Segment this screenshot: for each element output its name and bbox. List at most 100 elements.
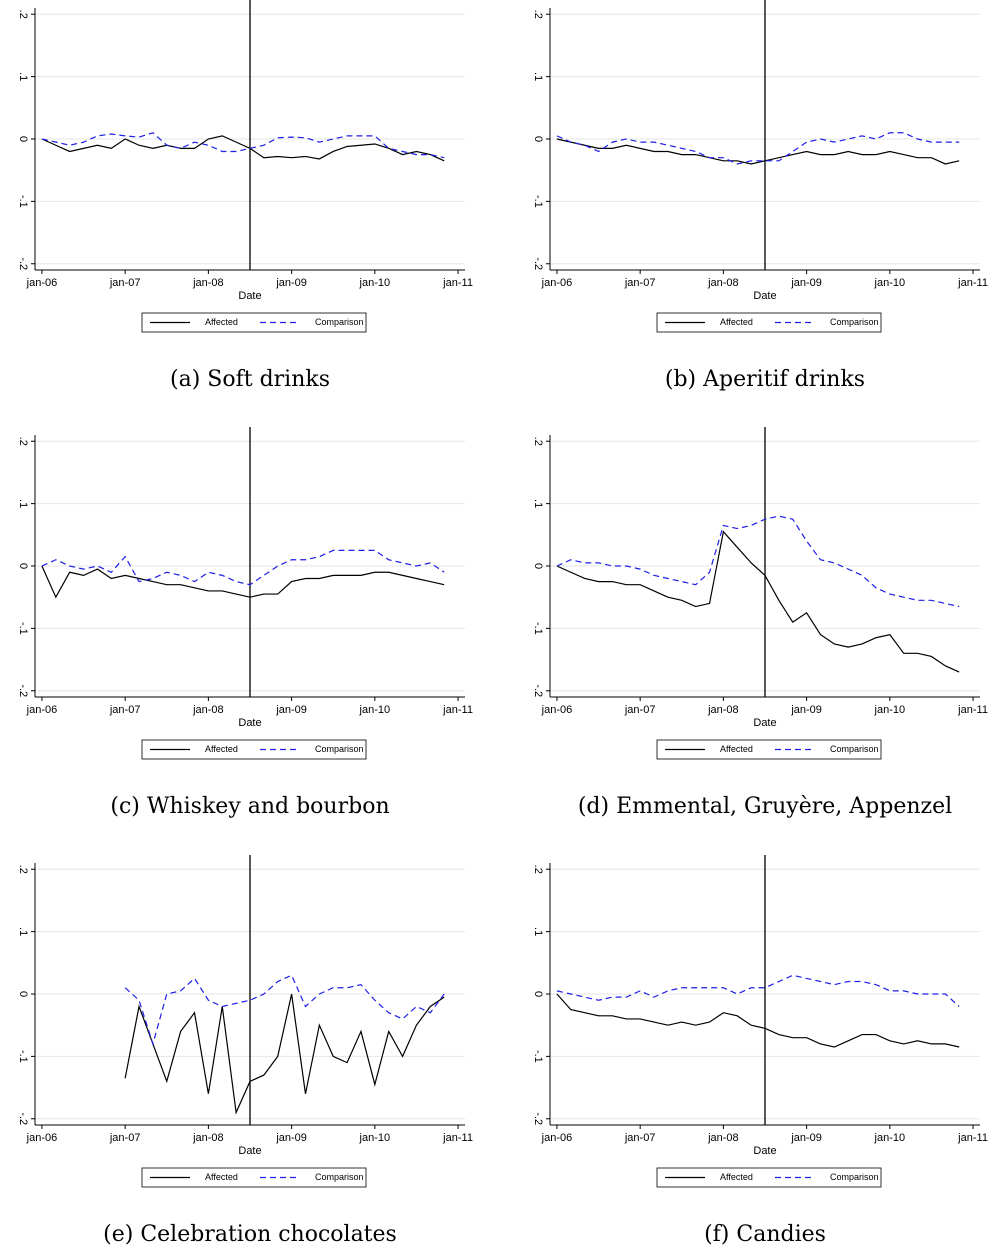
y-tick-label: 0 [17, 991, 29, 997]
y-tick-label: -.1 [17, 1050, 29, 1063]
x-tick-label: jan-09 [790, 704, 822, 716]
y-tick-label: .1 [17, 499, 29, 508]
y-tick-label: .2 [532, 10, 544, 19]
legend-label: Affected [720, 1172, 753, 1182]
legend-label: Comparison [315, 317, 364, 327]
y-tick-label: -.2 [17, 1112, 29, 1125]
panel: -.2 -.1 0 .1 .2 jan-06 jan-07 jan-08 jan-09 jan-1… [17, 0, 473, 392]
x-tick-label: jan-11 [957, 277, 988, 289]
x-tick-label: jan-11 [442, 1132, 473, 1144]
legend-label: Comparison [830, 317, 879, 327]
x-axis-title: Date [753, 290, 776, 302]
x-tick-label: jan-09 [275, 704, 307, 716]
panel: -.2 -.1 0 .1 .2 jan-06 jan-07 jan-08 jan-09 jan-1… [532, 427, 988, 819]
x-tick-label: jan-07 [109, 277, 141, 289]
caption: (b) Aperitif drinks [665, 367, 865, 392]
y-tick-label: .1 [17, 927, 29, 936]
x-tick-label: jan-10 [874, 277, 906, 289]
x-tick-label: jan-08 [707, 277, 739, 289]
legend-label: Affected [720, 744, 753, 754]
series-line [41, 132, 445, 159]
x-axis-title: Date [238, 717, 261, 729]
y-tick-label: .2 [17, 437, 29, 446]
legend-label: Affected [205, 1172, 238, 1182]
y-tick-label: .1 [17, 72, 29, 81]
x-tick-label: jan-06 [26, 277, 58, 289]
legend-box [141, 312, 367, 333]
x-tick-label: jan-11 [442, 704, 473, 716]
y-tick-label: .1 [532, 72, 544, 81]
x-tick-label: jan-07 [624, 277, 656, 289]
legend-box [656, 1167, 882, 1188]
x-tick-label: jan-10 [359, 1132, 391, 1144]
x-tick-label: jan-08 [707, 704, 739, 716]
y-tick-label: 0 [532, 136, 544, 142]
panel: -.2 -.1 0 .1 .2 jan-06 jan-07 jan-08 jan-09 jan-1… [532, 855, 988, 1247]
x-axis-title: Date [238, 290, 261, 302]
x-tick-label: jan-08 [707, 1132, 739, 1144]
x-tick-label: jan-06 [26, 1132, 58, 1144]
x-axis-title: Date [753, 1145, 776, 1157]
x-tick-label: jan-09 [275, 1132, 307, 1144]
y-tick-label: -.2 [532, 684, 544, 697]
x-tick-label: jan-07 [624, 704, 656, 716]
caption: (f) Candies [704, 1222, 826, 1247]
x-axis-title: Date [238, 1145, 261, 1157]
series-line [556, 993, 960, 1048]
legend-label: Affected [205, 744, 238, 754]
y-tick-label: .2 [17, 865, 29, 874]
x-tick-label: jan-07 [109, 704, 141, 716]
series-line [556, 138, 960, 165]
y-tick-label: .1 [532, 927, 544, 936]
y-tick-label: -.2 [17, 684, 29, 697]
x-tick-label: jan-06 [26, 704, 58, 716]
y-tick-label: .2 [532, 437, 544, 446]
x-tick-label: jan-06 [541, 1132, 573, 1144]
caption: (e) Celebration chocolates [103, 1222, 397, 1247]
legend-box [656, 312, 882, 333]
series-line [556, 132, 960, 165]
y-tick-label: 0 [17, 563, 29, 569]
legend-label: Affected [205, 317, 238, 327]
y-tick-label: -.1 [17, 195, 29, 208]
panel: -.2 -.1 0 .1 .2 jan-06 jan-07 jan-08 jan-09 jan-1… [532, 0, 988, 392]
series-line [556, 530, 960, 673]
legend-label: Comparison [315, 1172, 364, 1182]
x-tick-label: jan-08 [192, 1132, 224, 1144]
legend-label: Affected [720, 317, 753, 327]
series-line [41, 565, 445, 599]
series-line [556, 974, 960, 1007]
x-tick-label: jan-09 [790, 277, 822, 289]
x-tick-label: jan-11 [442, 277, 473, 289]
y-tick-label: -.2 [532, 257, 544, 270]
legend-box [141, 739, 367, 760]
y-tick-label: -.2 [17, 257, 29, 270]
x-tick-label: jan-10 [874, 704, 906, 716]
legend-box [656, 739, 882, 760]
y-tick-label: -.1 [17, 622, 29, 635]
caption: (c) Whiskey and bourbon [110, 794, 389, 819]
legend-label: Comparison [830, 744, 879, 754]
x-axis-title: Date [753, 717, 776, 729]
x-tick-label: jan-07 [624, 1132, 656, 1144]
series-line [124, 993, 445, 1115]
y-tick-label: -.1 [532, 195, 544, 208]
y-tick-label: 0 [532, 563, 544, 569]
x-tick-label: jan-11 [957, 1132, 988, 1144]
x-tick-label: jan-08 [192, 704, 224, 716]
x-tick-label: jan-10 [874, 1132, 906, 1144]
x-tick-label: jan-06 [541, 704, 573, 716]
x-tick-label: jan-10 [359, 704, 391, 716]
x-tick-label: jan-09 [275, 277, 307, 289]
y-tick-label: .2 [532, 865, 544, 874]
y-tick-label: .2 [17, 10, 29, 19]
x-tick-label: jan-06 [541, 277, 573, 289]
caption: (a) Soft drinks [170, 367, 330, 392]
y-tick-label: 0 [17, 136, 29, 142]
caption: (d) Emmental, Gruyère, Appenzel [578, 794, 952, 819]
legend-label: Comparison [315, 744, 364, 754]
legend-box [141, 1167, 367, 1188]
x-tick-label: jan-08 [192, 277, 224, 289]
